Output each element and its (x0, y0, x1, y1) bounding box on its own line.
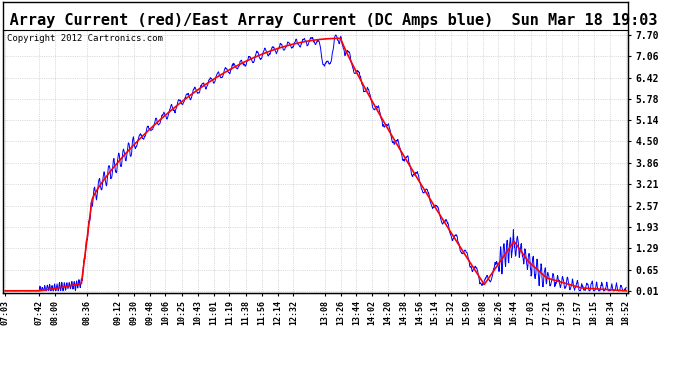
Text: Copyright 2012 Cartronics.com: Copyright 2012 Cartronics.com (7, 34, 162, 43)
Text: West Array Current (red)/East Array Current (DC Amps blue)  Sun Mar 18 19:03: West Array Current (red)/East Array Curr… (0, 13, 658, 28)
